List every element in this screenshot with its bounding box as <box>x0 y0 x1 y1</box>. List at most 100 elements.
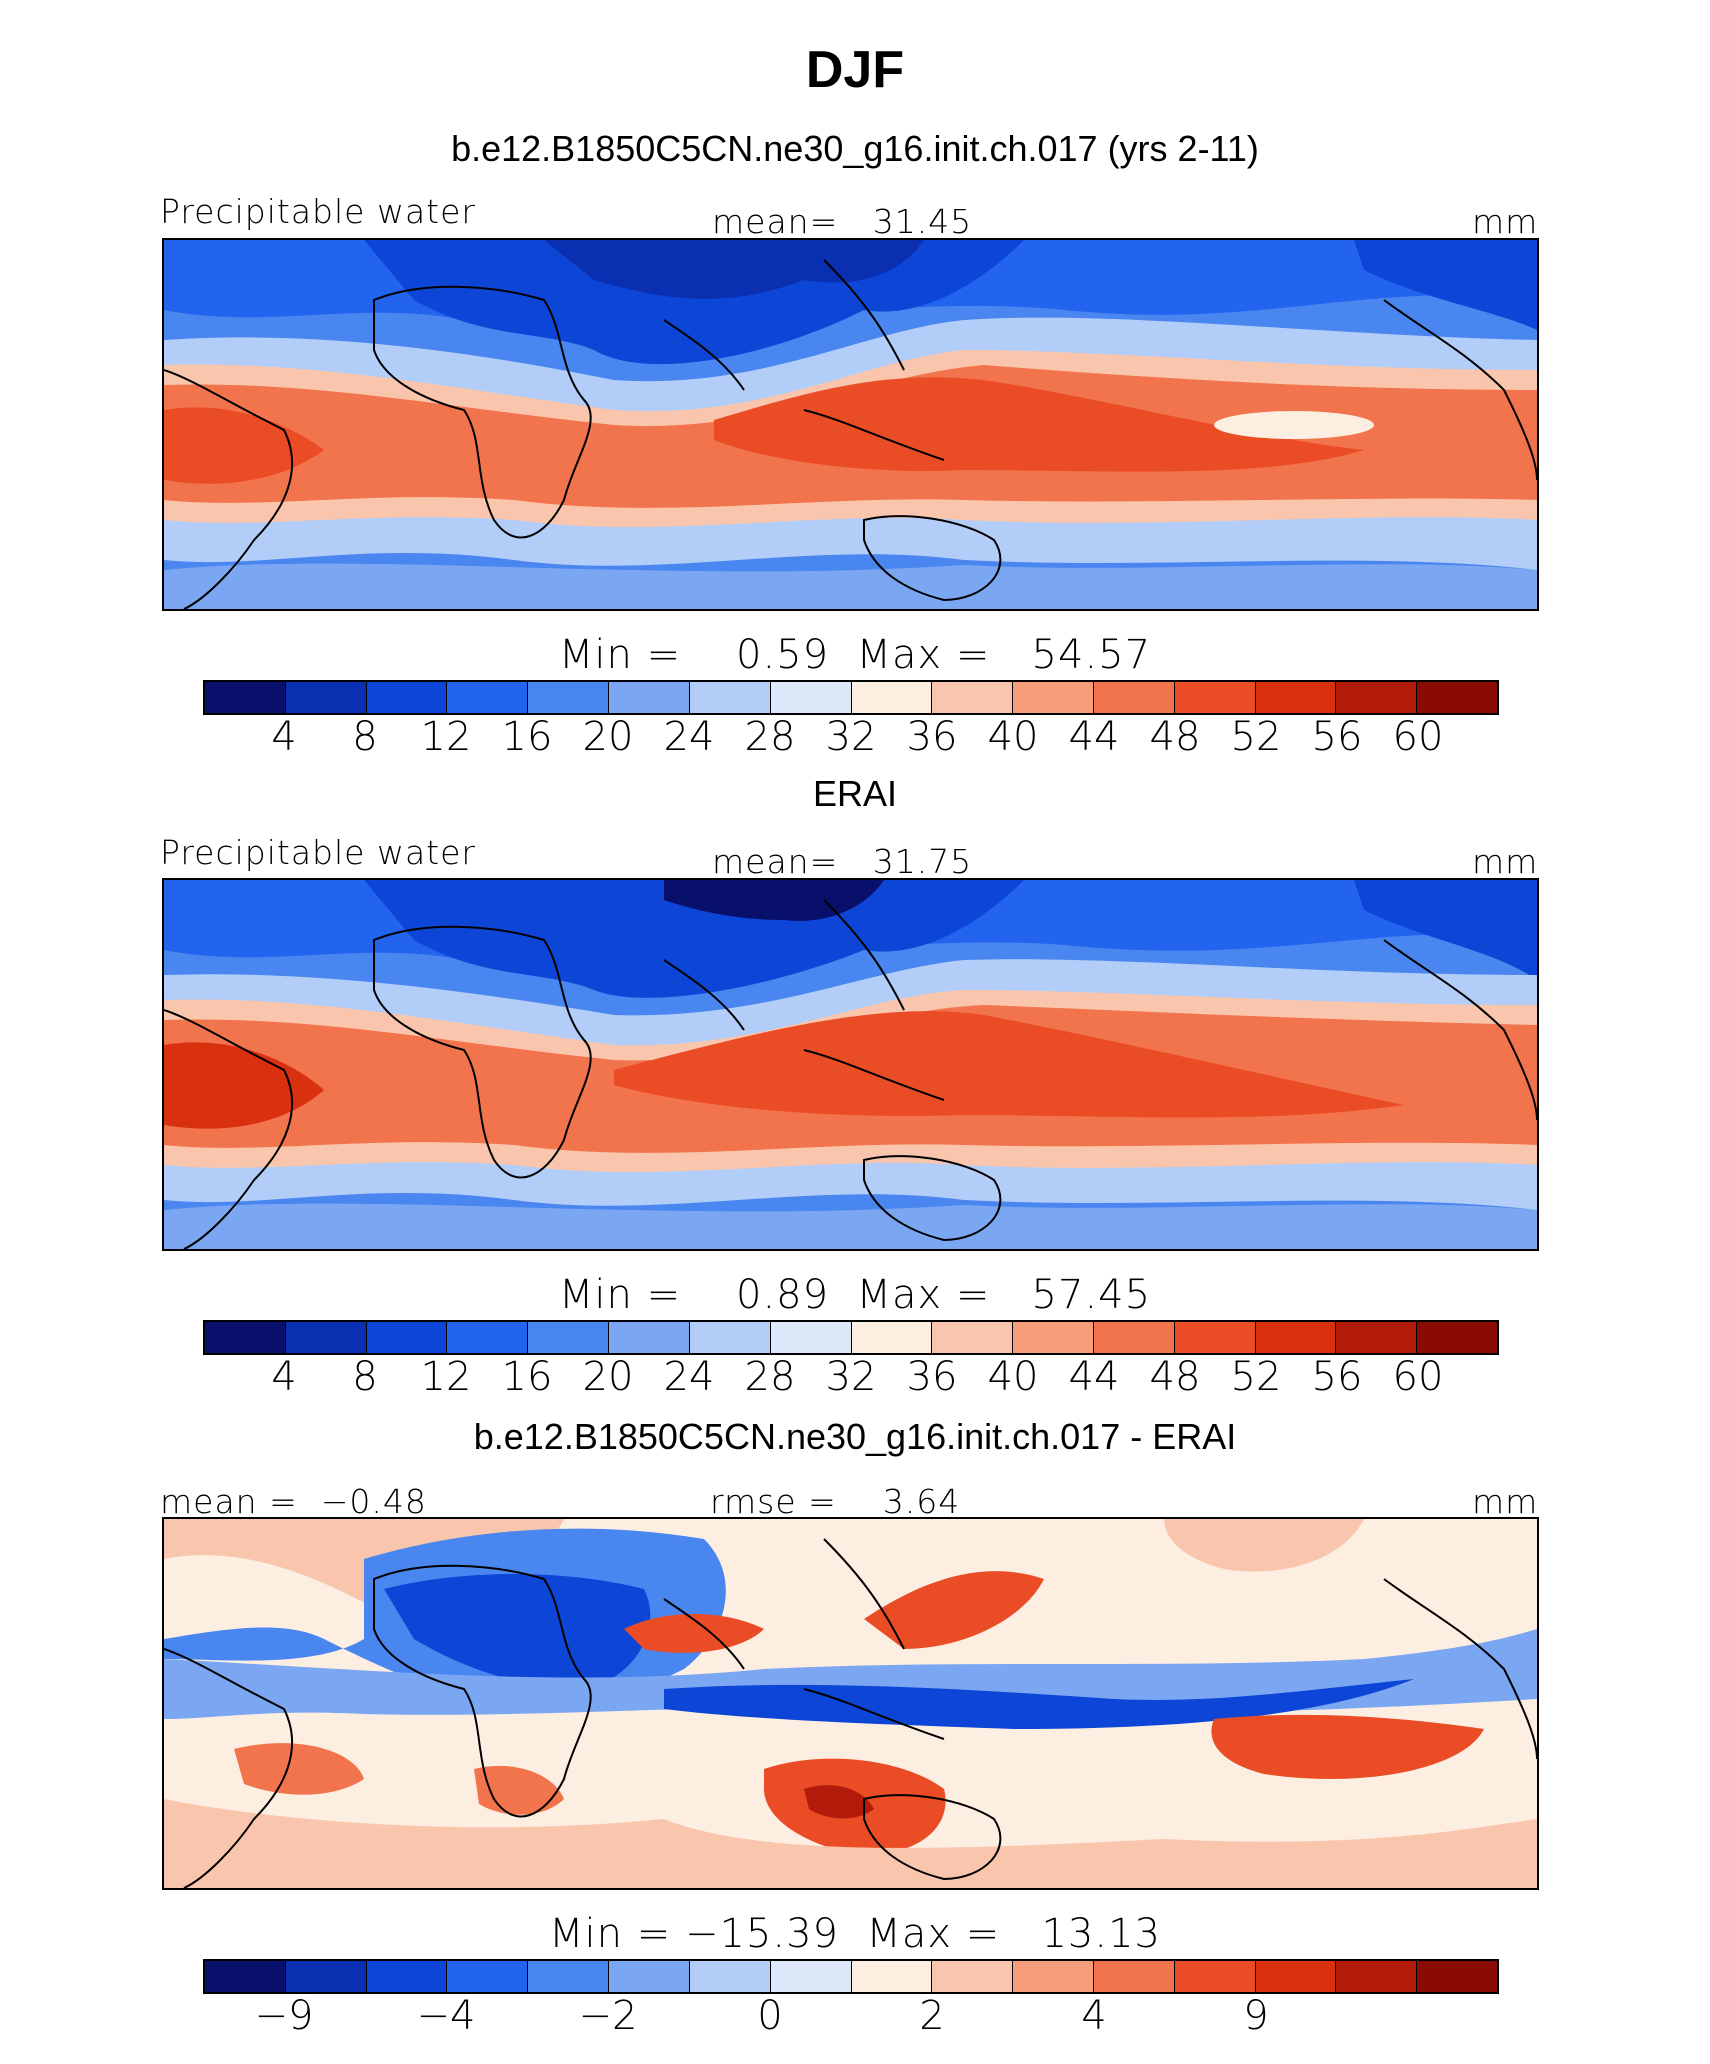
panel1-colorbar-ticks: 4 8 12 16 20 24 28 32 36 40 44 48 52 56 60 <box>203 714 1499 760</box>
panel1-colorbar-tick-label: 60 <box>1392 714 1444 760</box>
panel1-colorbar-tick-label: 28 <box>744 714 796 760</box>
panel1-colorbar-tick-label: 36 <box>906 714 958 760</box>
panel2-colorbar-swatch <box>1093 1322 1175 1353</box>
panel3-colorbar-swatch <box>285 1961 367 1992</box>
panel1-colorbar-tick-label: 52 <box>1230 714 1282 760</box>
panel3-colorbar-tick-label: −2 <box>578 1993 638 2039</box>
panel2-map <box>162 878 1539 1251</box>
panel2-colorbar-tick-label: 44 <box>1068 1354 1120 1400</box>
panel2-colorbar-swatch <box>689 1322 771 1353</box>
panel3-colorbar <box>203 1959 1499 1994</box>
panel1-variable-label: Precipitable water <box>160 192 476 231</box>
panel1-colorbar-tick-label: 40 <box>987 714 1039 760</box>
panel1-colorbar-tick-label: 4 <box>271 714 297 760</box>
panel3-colorbar-swatch <box>1255 1961 1337 1992</box>
panel1-colorbar-tick-label: 20 <box>582 714 634 760</box>
panel3-colorbar-swatch <box>205 1961 286 1992</box>
panel2-colorbar-swatch <box>770 1322 852 1353</box>
panel1-colorbar-swatch <box>285 682 367 713</box>
panel3-colorbar-swatch <box>851 1961 933 1992</box>
panel2-colorbar-tick-label: 12 <box>420 1354 472 1400</box>
panel3-colorbar-swatch <box>1336 1961 1418 1992</box>
panel1-mean-label: mean= 31.45 <box>712 202 973 241</box>
panel1-colorbar-tick-label: 48 <box>1149 714 1201 760</box>
panel3-subtitle: b.e12.B1850C5CN.ne30_g16.init.ch.017 - E… <box>473 1416 1237 1457</box>
panel1-units-label: mm <box>1472 202 1539 241</box>
panel3-colorbar-tick-label: 2 <box>919 1993 945 2039</box>
panel1-minmax: Min = 0.59 Max = 54.57 <box>558 632 1152 678</box>
panel1-subtitle: b.e12.B1850C5CN.ne30_g16.init.ch.017 (yr… <box>451 128 1259 169</box>
panel1-colorbar-swatch <box>1174 682 1256 713</box>
panel1-colorbar-tick-label: 32 <box>825 714 877 760</box>
panel2-colorbar-swatch <box>1255 1322 1337 1353</box>
panel3-colorbar-swatch <box>528 1961 610 1992</box>
panel2-colorbar-tick-label: 52 <box>1230 1354 1282 1400</box>
panel2-colorbar-swatch <box>1336 1322 1418 1353</box>
panel2-colorbar-tick-label: 56 <box>1311 1354 1363 1400</box>
panel3-units-label: mm <box>1472 1482 1539 1521</box>
panel1-colorbar-swatch <box>1093 682 1175 713</box>
panel3-colorbar-swatch <box>1093 1961 1175 1992</box>
panel3-colorbar-swatch <box>1013 1961 1094 1992</box>
panel2-colorbar-swatch <box>851 1322 933 1353</box>
panel3-map <box>162 1517 1539 1890</box>
panel1-colorbar-tick-label: 8 <box>352 714 378 760</box>
panel1-colorbar-swatch <box>1013 682 1094 713</box>
panel2-colorbar-tick-label: 60 <box>1392 1354 1444 1400</box>
panel2-colorbar-tick-label: 16 <box>501 1354 553 1400</box>
panel2-colorbar-tick-label: 36 <box>906 1354 958 1400</box>
panel2-colorbar-swatch <box>1174 1322 1256 1353</box>
panel3-colorbar-tick-label: −4 <box>416 1993 476 2039</box>
figure-title: DJF <box>805 41 905 99</box>
panel1-colorbar-swatch <box>1417 682 1497 713</box>
panel2-units-label: mm <box>1472 842 1539 881</box>
panel1-field <box>164 240 1537 609</box>
panel2-colorbar-tick-label: 40 <box>987 1354 1039 1400</box>
panel3-field <box>164 1519 1537 1888</box>
panel2-colorbar-tick-label: 20 <box>582 1354 634 1400</box>
panel3-colorbar-swatch <box>689 1961 771 1992</box>
panel3-rmse-label: rmse = 3.64 <box>710 1482 961 1521</box>
panel1-colorbar-swatch <box>205 682 286 713</box>
panel1-colorbar-swatch <box>851 682 933 713</box>
panel3-colorbar-swatch <box>366 1961 448 1992</box>
panel1-colorbar-tick-label: 44 <box>1068 714 1120 760</box>
panel2-mean-label: mean= 31.75 <box>712 842 973 881</box>
panel2-colorbar-swatch <box>447 1322 529 1353</box>
panel1-colorbar-tick-label: 56 <box>1311 714 1363 760</box>
panel3-colorbar-swatch <box>770 1961 852 1992</box>
panel3-colorbar-swatch <box>447 1961 529 1992</box>
panel1-colorbar-tick-label: 16 <box>501 714 553 760</box>
panel1-colorbar-swatch <box>932 682 1014 713</box>
panel2-colorbar-swatch <box>932 1322 1014 1353</box>
panel3-colorbar-ticks: −9 −4 −2 0 2 4 9 <box>203 1993 1499 2039</box>
panel2-colorbar-ticks: 4 8 12 16 20 24 28 32 36 40 44 48 52 56 60 <box>203 1354 1499 1400</box>
panel3-colorbar-tick-label: 4 <box>1081 1993 1107 2039</box>
panel1-colorbar-tick-label: 12 <box>420 714 472 760</box>
panel1-map <box>162 238 1539 611</box>
panel2-variable-label: Precipitable water <box>160 833 476 872</box>
panel1-colorbar <box>203 680 1499 715</box>
panel3-colorbar-tick-label: 0 <box>757 1993 783 2039</box>
panel2-minmax: Min = 0.89 Max = 57.45 <box>558 1272 1152 1318</box>
panel3-mean-label: mean = −0.48 <box>160 1482 427 1521</box>
panel2-colorbar <box>203 1320 1499 1355</box>
panel1-colorbar-tick-label: 24 <box>663 714 715 760</box>
panel2-field <box>164 880 1537 1249</box>
panel2-colorbar-tick-label: 8 <box>352 1354 378 1400</box>
panel2-colorbar-tick-label: 48 <box>1149 1354 1201 1400</box>
panel1-colorbar-swatch <box>1255 682 1337 713</box>
panel2-colorbar-tick-label: 4 <box>271 1354 297 1400</box>
panel3-colorbar-tick-label: 9 <box>1243 1993 1269 2039</box>
panel3-colorbar-tick-label: −9 <box>254 1993 314 2039</box>
panel1-colorbar-swatch <box>689 682 771 713</box>
panel3-colorbar-swatch <box>1417 1961 1497 1992</box>
panel1-colorbar-swatch <box>366 682 448 713</box>
panel2-subtitle: ERAI <box>812 773 898 814</box>
panel3-colorbar-swatch <box>932 1961 1014 1992</box>
panel2-colorbar-swatch <box>1013 1322 1094 1353</box>
panel2-colorbar-tick-label: 32 <box>825 1354 877 1400</box>
panel1-colorbar-swatch <box>528 682 610 713</box>
panel2-colorbar-swatch <box>528 1322 610 1353</box>
panel3-colorbar-swatch <box>1174 1961 1256 1992</box>
